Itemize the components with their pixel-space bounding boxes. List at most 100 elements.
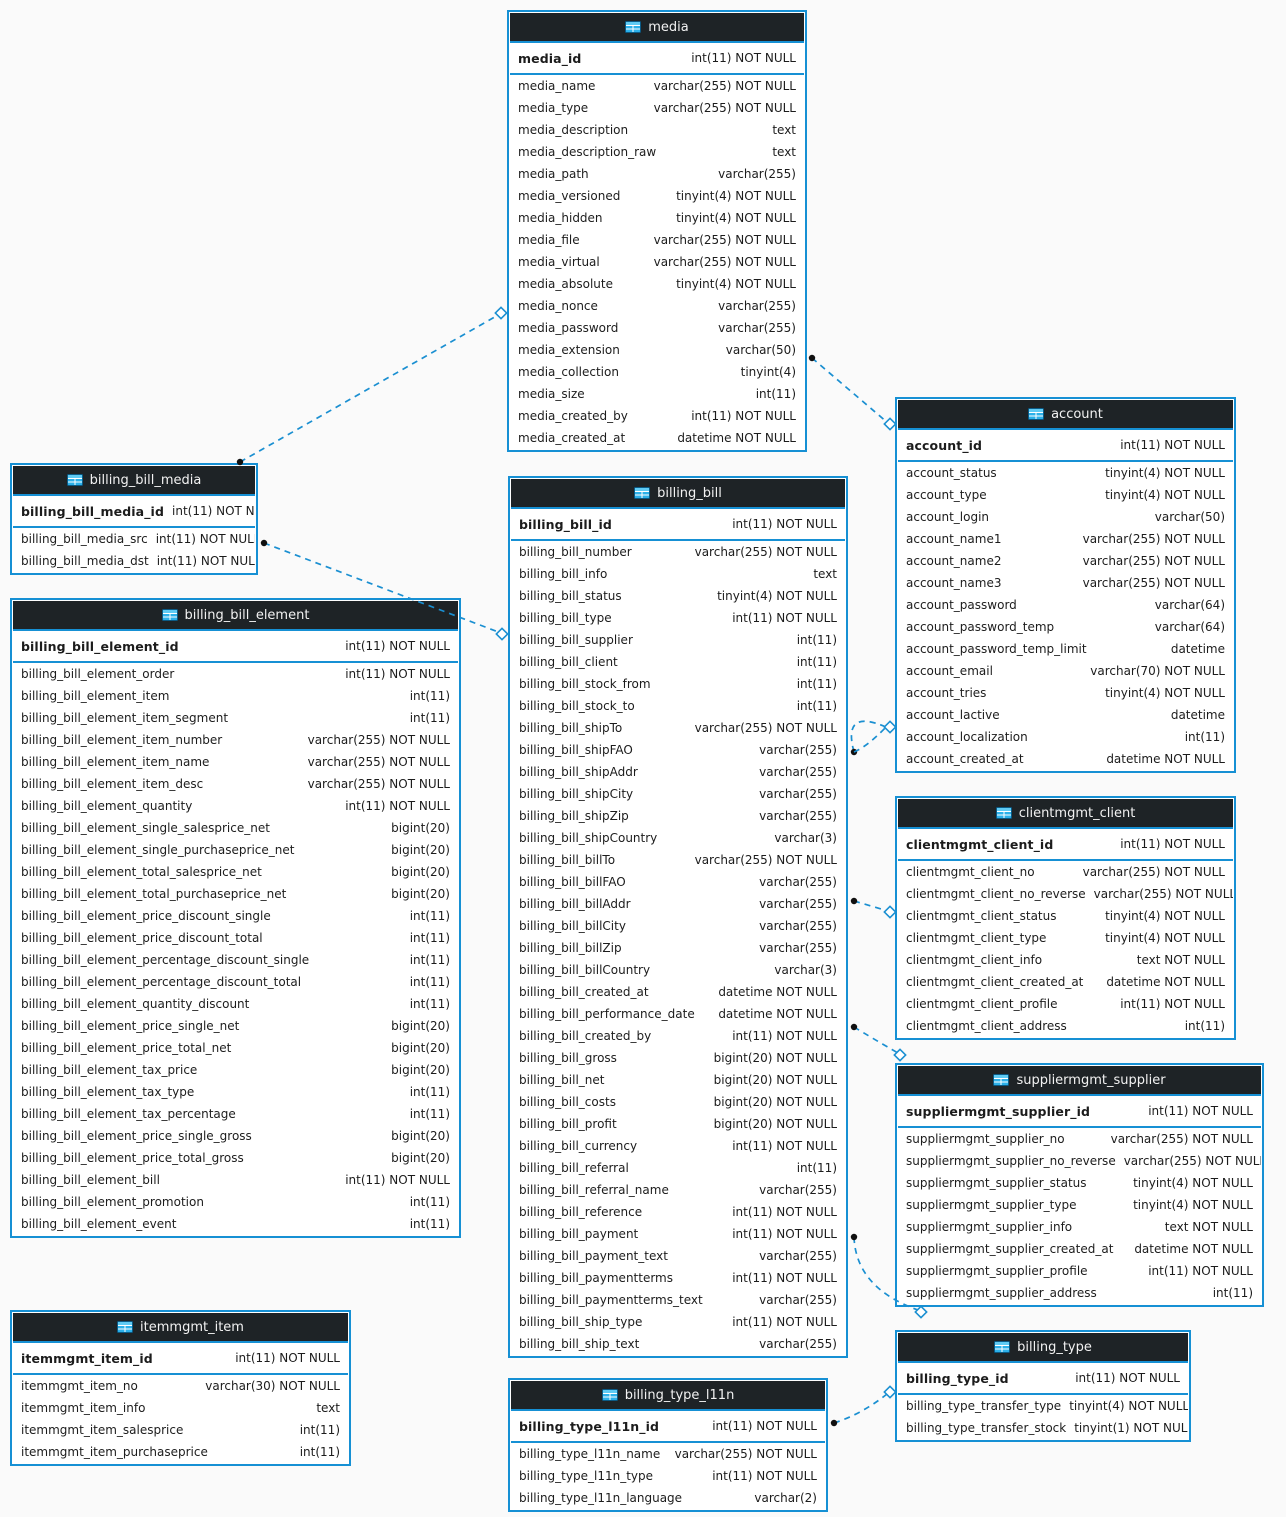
column-type: varchar(50) — [725, 343, 796, 357]
column-type: varchar(255) — [759, 897, 837, 911]
column-type: datetime NOT NULL — [718, 985, 837, 999]
column-name: billing_type_l11n_type — [519, 1469, 653, 1483]
column-name: suppliermgmt_supplier_type — [906, 1198, 1077, 1212]
column-name: account_name3 — [906, 576, 1002, 590]
table-media[interactable]: media media_id int(11) NOT NULL media_name v… — [507, 10, 807, 452]
column-row: suppliermgmt_supplier_created_at datetime… — [898, 1238, 1261, 1260]
column-name: media_description_raw — [518, 145, 657, 159]
column-name: media_path — [518, 167, 589, 181]
column-row: clientmgmt_client_profile int(11) NOT NUL… — [898, 993, 1233, 1015]
column-type: varchar(255) — [759, 765, 837, 779]
table-header-itemmgmt_item[interactable]: itemmgmt_item — [13, 1313, 348, 1343]
column-name: billing_bill_payment — [519, 1227, 639, 1241]
column-type: int(11) — [409, 1195, 450, 1209]
relationship-line-media-account[interactable] — [811, 357, 889, 424]
relationship-line-billing_bill_media-media[interactable] — [239, 313, 501, 463]
column-name: suppliermgmt_supplier_status — [906, 1176, 1087, 1190]
relationship-line-billing_type_l11n-billing_type[interactable] — [833, 1393, 888, 1424]
column-name: clientmgmt_client_id — [906, 836, 1054, 852]
table-billing_bill_media[interactable]: billing_bill_media billing_bill_media_id i… — [10, 463, 258, 575]
relationship-line-billing_bill-account-a[interactable] — [850, 720, 887, 753]
table-title: billing_bill — [657, 485, 722, 501]
table-header-billing_bill[interactable]: billing_bill — [511, 479, 845, 509]
column-name: billing_bill_element_price_single_net — [21, 1019, 240, 1033]
column-name: billing_bill_shipFAO — [519, 743, 633, 757]
table-billing_type[interactable]: billing_type billing_type_id int(11) NOT N… — [895, 1330, 1191, 1442]
column-name: media_extension — [518, 343, 620, 357]
column-row: suppliermgmt_supplier_no varchar(255) NOT… — [898, 1128, 1261, 1150]
column-type: int(11) — [796, 677, 837, 691]
column-row: account_status tinyint(4) NOT NULL — [898, 462, 1233, 484]
table-itemmgmt_item[interactable]: itemmgmt_item itemmgmt_item_id int(11) NOT… — [10, 1310, 351, 1466]
table-header-clientmgmt_client[interactable]: clientmgmt_client — [898, 799, 1233, 829]
column-row: billing_bill_paymentterms_text varchar(25… — [511, 1289, 845, 1311]
column-row: billing_bill_element_price_single_net big… — [13, 1015, 458, 1037]
table-account[interactable]: account account_id int(11) NOT NULL account… — [895, 397, 1236, 773]
column-name: billing_bill_element_price_discount_sing… — [21, 909, 271, 923]
column-type: text NOT NULL — [1136, 953, 1225, 967]
column-type: int(11) NOT NULL — [732, 611, 837, 625]
table-clientmgmt_client[interactable]: clientmgmt_client clientmgmt_client_id int… — [895, 796, 1236, 1040]
column-type: bigint(20) — [391, 821, 450, 835]
column-row: billing_bill_element_item_desc varchar(25… — [13, 773, 458, 795]
table-header-billing_bill_media[interactable]: billing_bill_media — [13, 466, 255, 496]
column-name: billing_bill_element_item_segment — [21, 711, 229, 725]
column-list: media_name varchar(255) NOT NULL media_typ… — [510, 75, 804, 449]
column-name: billing_bill_media_id — [21, 503, 164, 519]
column-type: varchar(3) — [774, 963, 837, 977]
column-name: media_absolute — [518, 277, 613, 291]
table-title: billing_bill_media — [89, 472, 202, 488]
column-row: billing_bill_reference int(11) NOT NULL — [511, 1201, 845, 1223]
column-type: varchar(255) NOT NULL — [1082, 532, 1225, 546]
relationship-line-billing_bill-billing_type[interactable] — [853, 1236, 919, 1311]
column-type: varchar(2) — [754, 1491, 817, 1505]
column-name: billing_bill_billCountry — [519, 963, 651, 977]
table-header-billing_type[interactable]: billing_type — [898, 1333, 1188, 1363]
column-name: account_password_temp_limit — [906, 642, 1087, 656]
column-row: media_name varchar(255) NOT NULL — [510, 75, 804, 97]
column-type: int(11) NOT NULL — [732, 517, 837, 531]
column-row: billing_bill_ship_text varchar(255) — [511, 1333, 845, 1355]
column-type: int(11) — [409, 975, 450, 989]
column-name: clientmgmt_client_created_at — [906, 975, 1084, 989]
column-name: billing_bill_element_item_desc — [21, 777, 204, 791]
column-name: billing_bill_net — [519, 1073, 605, 1087]
column-row: billing_bill_element_quantity_discount in… — [13, 993, 458, 1015]
column-row: billing_bill_stock_from int(11) — [511, 673, 845, 695]
primary-key-row: itemmgmt_item_id int(11) NOT NULL — [13, 1343, 348, 1375]
column-name: account_email — [906, 664, 993, 678]
column-type: int(11) NOT NULL — [732, 1139, 837, 1153]
column-type: varchar(255) — [759, 1337, 837, 1351]
column-name: billing_bill_element_price_single_gross — [21, 1129, 252, 1143]
column-type: tinyint(4) NOT NULL — [676, 211, 796, 225]
table-billing_type_l11n[interactable]: billing_type_l11n billing_type_l11n_id int… — [508, 1378, 828, 1512]
column-name: media_created_at — [518, 431, 626, 445]
table-icon — [993, 1074, 1010, 1086]
column-row: billing_bill_shipCity varchar(255) — [511, 783, 845, 805]
column-name: billing_bill_shipCountry — [519, 831, 658, 845]
relationship-line-billing_bill-clientmgmt_client[interactable] — [853, 900, 889, 912]
table-suppliermgmt_supplier[interactable]: suppliermgmt_supplier suppliermgmt_suppli… — [895, 1063, 1264, 1307]
column-row: clientmgmt_client_no varchar(255) NOT NUL… — [898, 861, 1233, 883]
primary-key-row: account_id int(11) NOT NULL — [898, 430, 1233, 462]
relationship-line-billing_bill-account-b[interactable] — [853, 726, 887, 753]
table-header-suppliermgmt_supplier[interactable]: suppliermgmt_supplier — [898, 1066, 1261, 1096]
column-list: billing_bill_number varchar(255) NOT NULL… — [511, 541, 845, 1355]
primary-key-row: billing_type_l11n_id int(11) NOT NULL — [511, 1411, 825, 1443]
relationship-line-billing_bill_media-billing_bill[interactable] — [263, 542, 502, 634]
column-name: media_size — [518, 387, 585, 401]
table-header-account[interactable]: account — [898, 400, 1233, 430]
column-list: billing_bill_element_order int(11) NOT NU… — [13, 663, 458, 1235]
column-row: billing_bill_profit bigint(20) NOT NULL — [511, 1113, 845, 1135]
table-billing_bill_element[interactable]: billing_bill_element billing_bill_element… — [10, 598, 461, 1238]
column-name: billing_bill_shipTo — [519, 721, 623, 735]
table-billing_bill[interactable]: billing_bill billing_bill_id int(11) NOT N… — [508, 476, 848, 1358]
table-title: itemmgmt_item — [140, 1319, 244, 1335]
relationship-line-billing_bill-suppliermgmt_supplier[interactable] — [853, 1026, 899, 1054]
table-title: billing_type_l11n — [624, 1387, 735, 1403]
column-type: tinyint(4) NOT NULL — [1105, 488, 1225, 502]
table-header-media[interactable]: media — [510, 13, 804, 43]
table-header-billing_type_l11n[interactable]: billing_type_l11n — [511, 1381, 825, 1411]
table-header-billing_bill_element[interactable]: billing_bill_element — [13, 601, 458, 631]
